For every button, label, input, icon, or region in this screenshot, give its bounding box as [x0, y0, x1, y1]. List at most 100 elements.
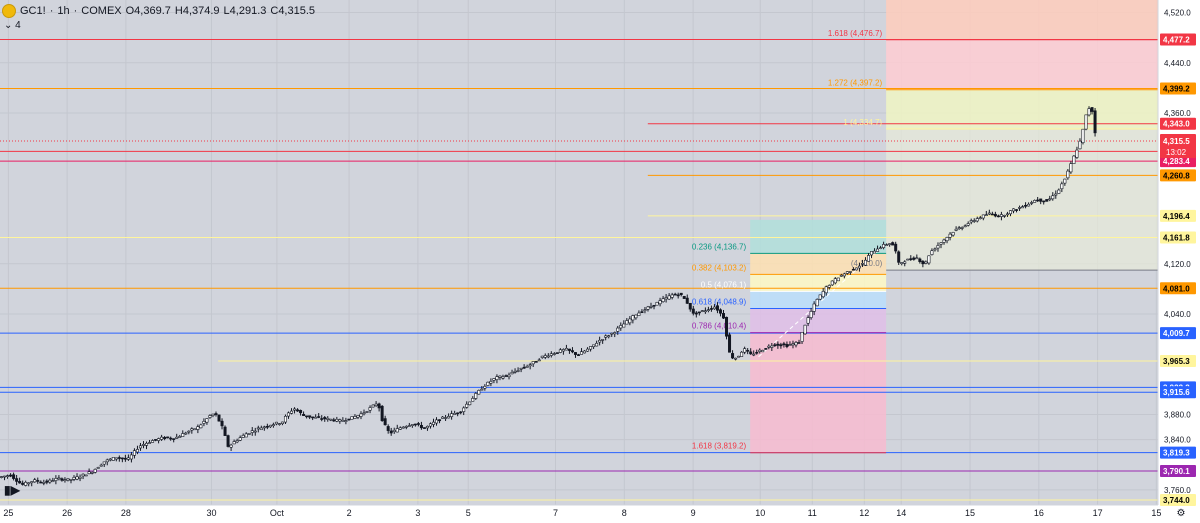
candle [495, 376, 499, 380]
candle [1030, 202, 1034, 204]
candle [265, 425, 269, 428]
symbol-name[interactable]: GC1! [20, 5, 46, 17]
candle [746, 349, 750, 352]
candle [441, 416, 445, 419]
candle [543, 355, 547, 358]
candle [96, 467, 100, 469]
candle [691, 308, 695, 314]
candle [87, 471, 91, 475]
price-tag-text: 3,819.3 [1163, 449, 1190, 458]
y-tick-label: 3,840.0 [1164, 436, 1191, 445]
price-tag-text: 4,283.4 [1163, 157, 1190, 166]
candle [1008, 210, 1012, 215]
candle [268, 424, 272, 428]
candle [873, 250, 877, 254]
candle [160, 436, 164, 440]
x-tick-label: 11 [808, 508, 817, 518]
candle [1087, 108, 1091, 116]
x-tick-label: 25 [3, 508, 13, 518]
candle [882, 244, 886, 248]
candle [217, 414, 221, 422]
candle [845, 271, 849, 274]
candle [365, 411, 369, 413]
candle [1063, 178, 1067, 184]
close-value: C4,315.5 [270, 5, 316, 17]
price-tag-text: 4,196.4 [1163, 212, 1190, 221]
gear-icon[interactable]: ⚙ [1177, 508, 1186, 519]
candle [939, 242, 943, 245]
fib-zone-right [886, 0, 1158, 40]
candle [235, 440, 239, 443]
candle [99, 464, 103, 467]
candle [102, 461, 106, 465]
candle [214, 413, 218, 415]
time-axis[interactable] [0, 505, 1158, 523]
candle [743, 348, 747, 353]
candle [163, 437, 167, 439]
candle [1054, 193, 1058, 196]
fib-level-label: 1 (4,334.7) [843, 118, 882, 127]
fib-level-label: 1.272 (4,397.2) [828, 79, 883, 88]
candle [709, 308, 713, 310]
candle [785, 344, 789, 347]
price-tag-text: 4,081.0 [1163, 284, 1190, 293]
candle [930, 250, 934, 255]
price-tag-text: 4,477.2 [1163, 35, 1190, 44]
candle [773, 344, 777, 347]
low-value: L4,291.3 [223, 5, 267, 17]
gold-symbol-icon [2, 4, 16, 18]
candle [818, 294, 822, 300]
chart-header: GC1! · 1h · COMEX O4,369.7 H4,374.9 L4,2… [0, 0, 1158, 36]
x-tick-label: 12 [859, 508, 869, 518]
candle [190, 428, 194, 431]
candle [770, 345, 774, 348]
candle [389, 430, 393, 434]
price-tag [1160, 386, 1196, 399]
candle [1078, 140, 1082, 150]
candle [528, 364, 532, 367]
candle [422, 427, 426, 429]
candle [1072, 155, 1076, 164]
candle [601, 339, 605, 341]
candle [894, 243, 898, 252]
candle [350, 416, 354, 420]
candle [129, 454, 133, 460]
price-tag [1160, 446, 1196, 459]
candle [854, 267, 858, 271]
candle [332, 419, 336, 422]
candle [589, 346, 593, 350]
candle [764, 348, 768, 350]
candle [398, 427, 402, 430]
current-price-tag [1160, 134, 1196, 159]
candle [296, 409, 300, 412]
candle [969, 220, 973, 223]
candle [492, 378, 496, 381]
candle [1069, 163, 1073, 173]
candle [51, 480, 55, 482]
candle [984, 214, 988, 216]
candle [510, 372, 514, 375]
candle [975, 218, 979, 222]
x-tick-label: 30 [206, 508, 216, 518]
candle [425, 425, 429, 429]
candle [465, 403, 469, 408]
candle [993, 213, 997, 217]
fib-zone-right [886, 89, 1158, 129]
candle [250, 430, 254, 433]
interval[interactable]: 1h [57, 5, 70, 17]
x-tick-label: 16 [1034, 508, 1044, 518]
price-tag [1160, 33, 1196, 46]
candle [507, 374, 511, 378]
candle [468, 401, 472, 406]
indicators-toggle[interactable]: ⌄ 4 [4, 20, 21, 31]
candle [658, 300, 662, 305]
candle [598, 339, 602, 343]
candle [531, 361, 535, 365]
candle [933, 248, 937, 251]
candle [184, 432, 188, 435]
candle [613, 332, 617, 335]
candle [501, 376, 505, 379]
candle [803, 324, 807, 335]
candle [347, 418, 351, 421]
